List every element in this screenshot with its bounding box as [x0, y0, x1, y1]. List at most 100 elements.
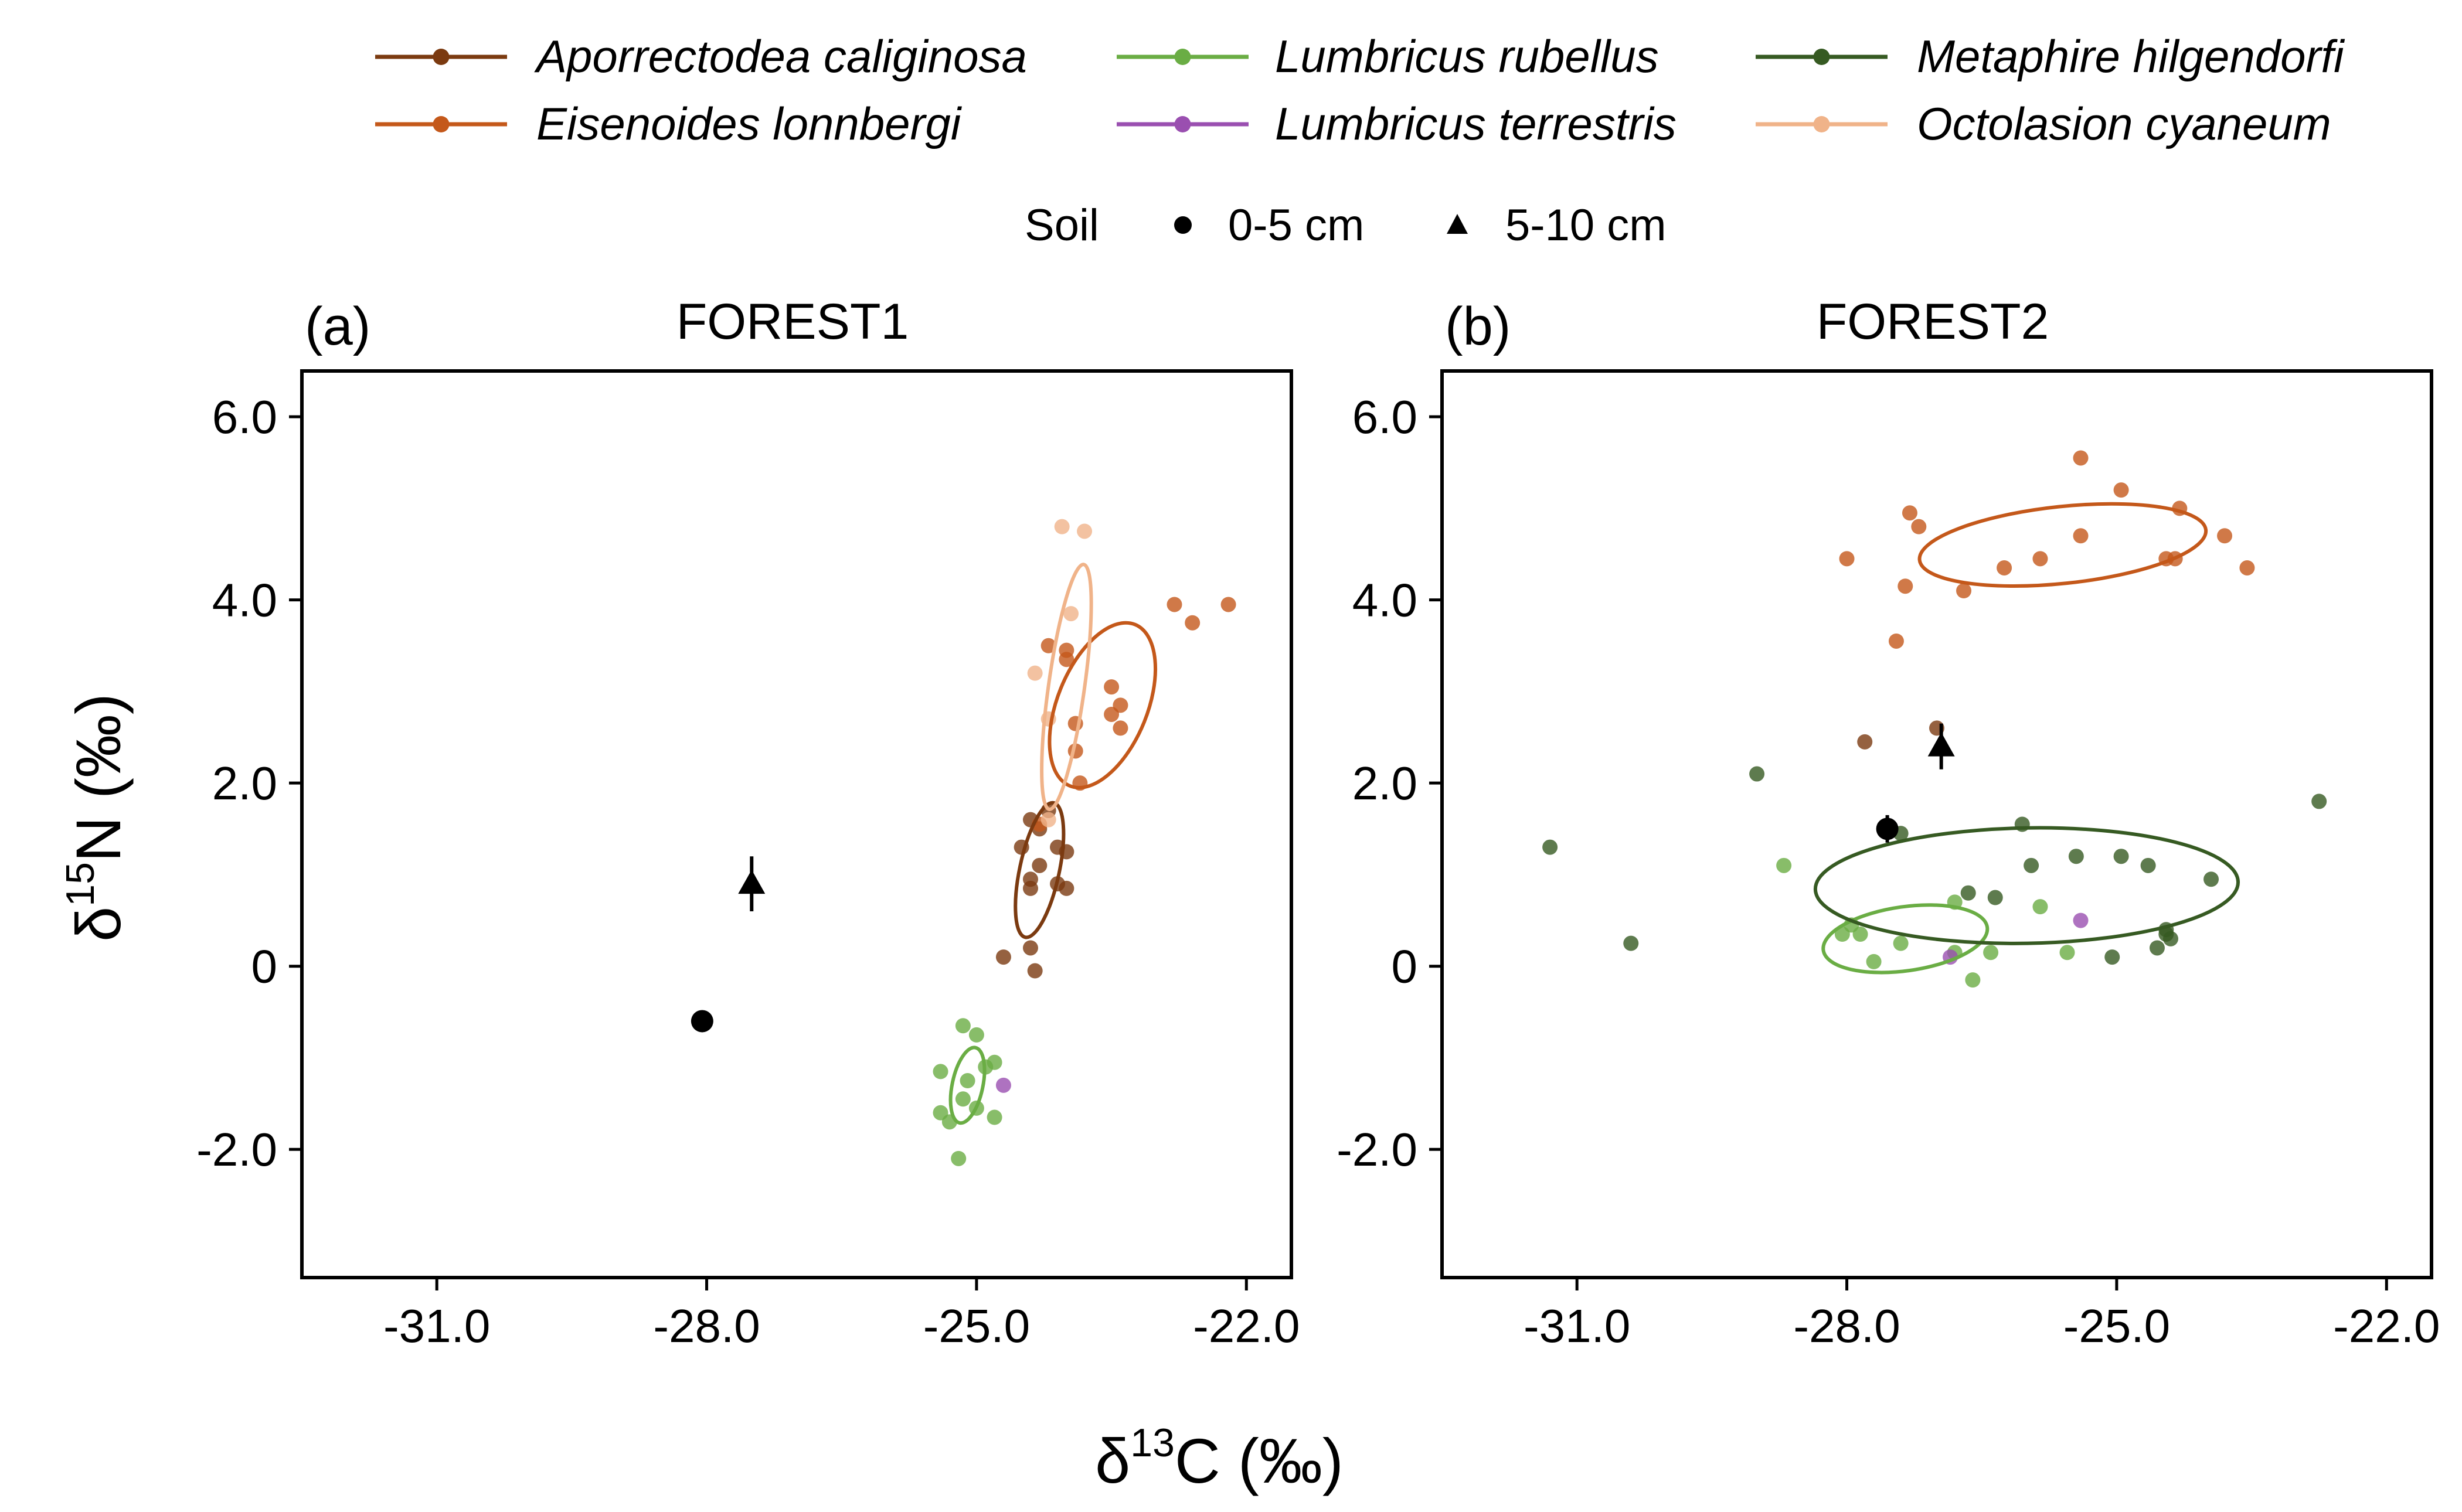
- legend-item-lumbricus-terrestris: Lumbricus terrestris: [1117, 98, 1677, 149]
- ellipse-octolasion-cyaneum: [1040, 563, 1093, 812]
- ellipse-lumbricus-rubellus: [948, 1046, 987, 1125]
- panel-b-x-tick-label: -25.0: [2063, 1300, 2170, 1352]
- point-metaphire-hilgendorfi: [2162, 931, 2178, 946]
- point-lumbricus-rubellus: [1965, 972, 1981, 988]
- point-eisenoides-lonnbergi: [1839, 551, 1855, 567]
- legend-marker-lumbricus-rubellus: [1174, 49, 1191, 65]
- point-eisenoides-lonnbergi: [1220, 597, 1236, 612]
- panel-b-plot: -31.0 -28.0 -25.0 -22.0 -2.0 0 2.0 4.0 6.0: [1337, 391, 2440, 1352]
- legend: Aporrectodea caliginosa Eisenoides lonnbe…: [375, 30, 2345, 149]
- point-lumbricus-rubellus: [1983, 945, 1999, 961]
- point-metaphire-hilgendorfi: [2113, 849, 2129, 864]
- panel-b-tag: (b): [1445, 297, 1511, 356]
- soil-marker-5-10-cm: [738, 870, 766, 894]
- point-eisenoides-lonnbergi: [1104, 706, 1120, 722]
- panel-forest1: (a) FOREST1 -31.0 -28.0 -25.0 -22.0 -2.0 0 2.0…: [196, 294, 1300, 1352]
- point-eisenoides-lonnbergi: [1104, 679, 1120, 695]
- panel-a-frame: [300, 369, 1293, 1279]
- legend-marker-eisenoides-lonnbergi: [433, 116, 450, 132]
- soil-legend-title: Soil: [1025, 200, 1099, 250]
- legend-item-octolasion-cyaneum: Octolasion cyaneum: [1756, 98, 2331, 149]
- panel-a-y-tick-label: -2.0: [196, 1123, 277, 1176]
- legend-item-metaphire-hilgendorfi: Metaphire hilgendorfi: [1756, 30, 2345, 82]
- point-lumbricus-terrestris: [2073, 912, 2089, 928]
- point-aporrectodea-caliginosa: [1032, 857, 1048, 873]
- panel-a-x-tick-label: -22.0: [1193, 1300, 1300, 1352]
- point-eisenoides-lonnbergi: [1902, 505, 1917, 521]
- legend-label-lumbricus-rubellus: Lumbricus rubellus: [1275, 30, 1659, 82]
- ellipse-metaphire-hilgendorfi: [1813, 826, 2240, 945]
- soil-legend-label-0-5: 0-5 cm: [1228, 200, 1364, 250]
- point-metaphire-hilgendorfi: [1987, 890, 2003, 905]
- soil-legend-label-5-10: 5-10 cm: [1505, 200, 1667, 250]
- point-eisenoides-lonnbergi: [1888, 633, 1904, 649]
- panel-a-title: FOREST1: [676, 294, 909, 350]
- soil-legend: Soil 0-5 cm 5-10 cm: [1025, 200, 1667, 250]
- point-eisenoides-lonnbergi: [2032, 551, 2048, 567]
- legend-marker-lumbricus-terrestris: [1174, 116, 1191, 132]
- legend-label-metaphire-hilgendorfi: Metaphire hilgendorfi: [1917, 30, 2345, 82]
- legend-label-octolasion-cyaneum: Octolasion cyaneum: [1917, 98, 2331, 149]
- legend-label-aporrectodea-caliginosa: Aporrectodea caliginosa: [534, 30, 1027, 82]
- point-aporrectodea-caliginosa: [1857, 734, 1873, 750]
- point-lumbricus-rubellus: [933, 1064, 948, 1079]
- legend-marker-aporrectodea-caliginosa: [433, 49, 450, 65]
- point-octolasion-cyaneum: [1040, 812, 1056, 827]
- point-lumbricus-rubellus: [955, 1091, 971, 1107]
- panel-a-x-tick-label: -31.0: [383, 1300, 490, 1352]
- point-eisenoides-lonnbergi: [1897, 578, 1913, 594]
- point-lumbricus-rubellus: [1852, 927, 1868, 942]
- point-eisenoides-lonnbergi: [1911, 519, 1927, 534]
- panel-b-y-tick-label: 4.0: [1352, 574, 1417, 626]
- panel-a-y-tick-label: 0: [251, 941, 278, 993]
- point-metaphire-hilgendorfi: [2311, 794, 2327, 809]
- legend-marker-metaphire-hilgendorfi: [1813, 49, 1830, 65]
- y-axis-title: δ15N (‰): [58, 693, 134, 942]
- point-lumbricus-rubellus: [968, 1027, 984, 1043]
- panel-forest2: (b) FOREST2 -31.0 -28.0 -25.0 -22.0 -2.0 0 2.0…: [1337, 294, 2440, 1352]
- point-lumbricus-terrestris: [995, 1077, 1011, 1093]
- point-lumbricus-rubellus: [2059, 945, 2075, 961]
- legend-label-eisenoides-lonnbergi: Eisenoides lonnbergi: [536, 98, 963, 149]
- point-metaphire-hilgendorfi: [1542, 839, 1558, 855]
- soil-marker-5-10-cm: [1927, 732, 1955, 757]
- panel-a-tag: (a): [305, 297, 370, 356]
- legend-item-eisenoides-lonnbergi: Eisenoides lonnbergi: [375, 98, 963, 149]
- point-eisenoides-lonnbergi: [1956, 583, 1972, 599]
- point-metaphire-hilgendorfi: [2024, 857, 2039, 873]
- point-lumbricus-rubellus: [955, 1018, 971, 1034]
- ellipse-lumbricus-rubellus: [1821, 903, 1990, 975]
- point-octolasion-cyaneum: [1063, 606, 1079, 622]
- ellipse-aporrectodea-caliginosa: [1014, 801, 1066, 939]
- panel-b-y-tick-label: 0: [1392, 941, 1418, 993]
- legend-item-lumbricus-rubellus: Lumbricus rubellus: [1117, 30, 1659, 82]
- point-eisenoides-lonnbergi: [1185, 615, 1201, 631]
- panel-b-x-tick-label: -22.0: [2333, 1300, 2440, 1352]
- point-eisenoides-lonnbergi: [2073, 528, 2089, 544]
- panel-b-y-tick-label: 6.0: [1352, 391, 1417, 443]
- point-eisenoides-lonnbergi: [2217, 528, 2233, 544]
- point-eisenoides-lonnbergi: [2239, 560, 2255, 575]
- point-lumbricus-rubellus: [1834, 927, 1850, 942]
- ellipse-eisenoides-lonnbergi: [1917, 502, 2208, 588]
- soil-marker-0-5-cm: [1876, 818, 1899, 840]
- point-lumbricus-rubellus: [987, 1109, 1002, 1125]
- point-lumbricus-rubellus: [1776, 857, 1792, 873]
- point-aporrectodea-caliginosa: [1059, 880, 1074, 896]
- point-eisenoides-lonnbergi: [1040, 638, 1056, 653]
- panel-b-y-tick-label: 2.0: [1352, 757, 1417, 809]
- point-aporrectodea-caliginosa: [1022, 880, 1038, 896]
- point-metaphire-hilgendorfi: [2140, 857, 2156, 873]
- panel-a-plot: -31.0 -28.0 -25.0 -22.0 -2.0 0 2.0 4.0 6.0: [196, 391, 1300, 1352]
- panel-b-x-tick-label: -31.0: [1524, 1300, 1630, 1352]
- point-eisenoides-lonnbergi: [1167, 597, 1182, 612]
- point-aporrectodea-caliginosa: [1022, 940, 1038, 956]
- point-octolasion-cyaneum: [1077, 523, 1093, 539]
- point-lumbricus-rubellus: [960, 1073, 975, 1089]
- legend-item-aporrectodea-caliginosa: Aporrectodea caliginosa: [375, 30, 1027, 82]
- x-axis-title: δ13C (‰): [1095, 1421, 1344, 1496]
- point-aporrectodea-caliginosa: [995, 949, 1011, 965]
- panel-b-title: FOREST2: [1817, 294, 2049, 350]
- panel-b-x-tick-label: -28.0: [1793, 1300, 1900, 1352]
- panel-a-y-tick-label: 4.0: [212, 574, 277, 626]
